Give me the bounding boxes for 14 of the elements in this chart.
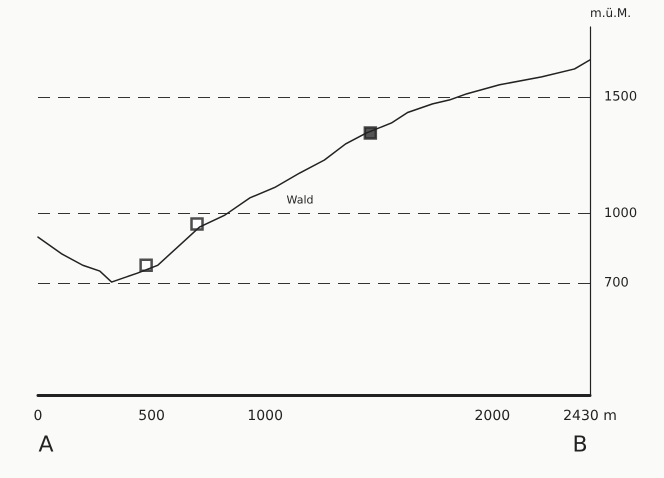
- y-tick-label: 1000: [604, 206, 638, 221]
- text: B: [572, 432, 588, 458]
- x-tick-label: 1000: [247, 408, 283, 424]
- y-tick-label: 1500: [604, 89, 638, 104]
- point: [190, 217, 204, 231]
- x-tick-label: 500: [138, 408, 165, 424]
- text: A: [38, 432, 54, 458]
- y-tick-label: 700: [604, 276, 629, 291]
- y-axis-title: m.ü.M.: [590, 6, 632, 20]
- x-tick-label: 0: [34, 408, 42, 424]
- x-tick-label: 2000: [474, 408, 510, 424]
- point: [364, 126, 378, 140]
- annotation: Wald: [286, 194, 314, 206]
- x-tick-label: 2430 m: [563, 408, 617, 424]
